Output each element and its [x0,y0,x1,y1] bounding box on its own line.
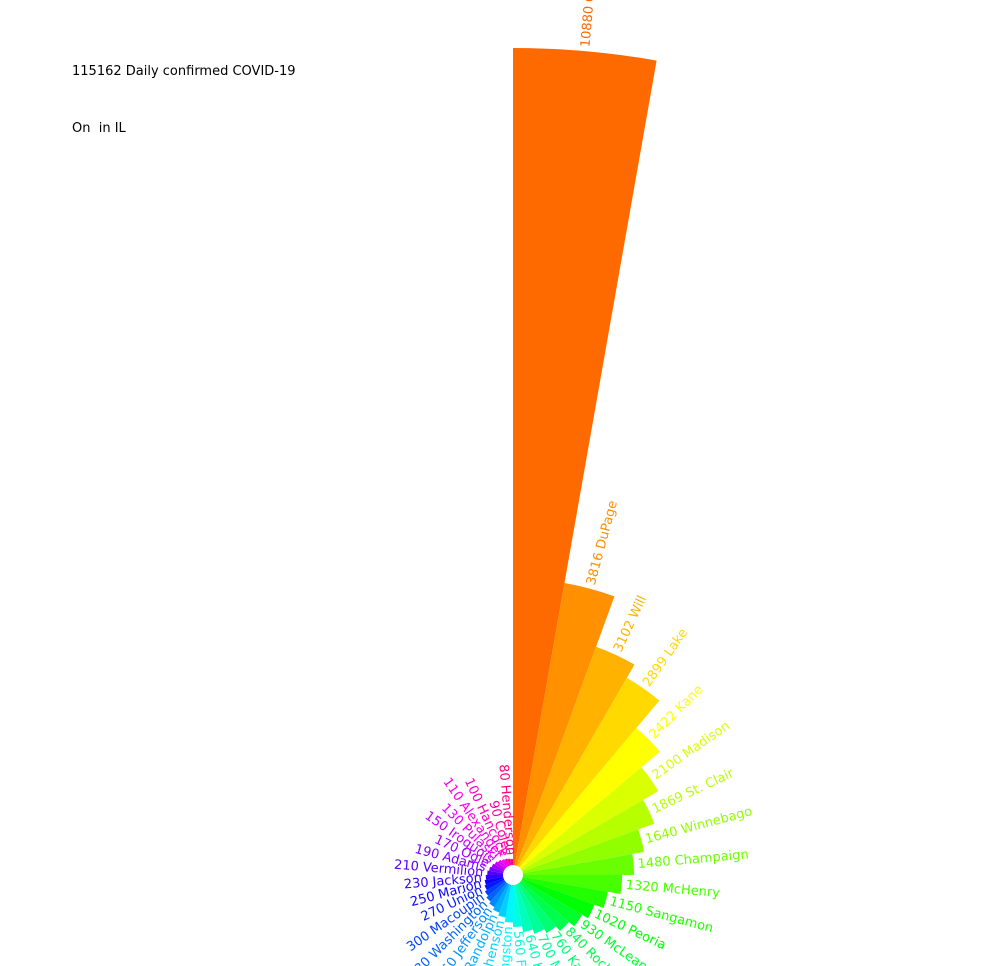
bar-label: 1320 McHenry [625,877,721,900]
bar-label: 80 Henderson [496,764,519,856]
bar [522,829,645,874]
bar-category-label: Madison [680,718,733,761]
bar-category-label: Winnebago [679,804,754,837]
bar [507,858,512,866]
bar-value-label: 250 [409,889,437,910]
bar-label: 10880 Cook [578,0,600,48]
bar-label: 230 Jackson [403,870,482,892]
bar [519,881,569,931]
bar-value-label: 80 [496,764,512,782]
bar-value-label: 2422 [646,708,680,742]
bar-value-label: 1320 [625,877,659,895]
bar [487,870,504,875]
bar-label: 210 Vermilion [393,857,483,880]
bar [492,883,510,913]
bar [521,799,655,872]
bar [504,884,513,923]
bar-category-label: DuPage [593,499,620,551]
bar [518,882,557,934]
bar-label: 500Livingston [493,926,516,966]
bar-value-label: 3816 [584,551,607,587]
bar-label: 3102Will [611,593,650,654]
bar [519,728,660,869]
bar [521,878,595,919]
bar-label: 560 Franklin [510,930,532,966]
bar [485,875,504,880]
bar [498,884,512,918]
bar-category-label: Livingston [495,926,516,966]
bar-category-label: Kendall [529,961,556,966]
bar-label: 640Kendall [522,933,556,966]
bar-value-label: 2899 [640,654,671,690]
bar-value-label: 1640 [644,824,680,847]
bar-value-label: 3102 [611,618,639,654]
chart-title: 115162 Daily confirmed COVID-19 [72,64,296,79]
bar-value-label: 90 [486,799,505,819]
bar [513,48,657,866]
bar-value-label: 1869 [650,789,686,817]
bar-value-label: 110 [440,775,467,804]
bar [484,876,504,885]
bar-category-label: Cook [582,0,600,3]
bar [504,858,510,867]
bar [484,878,505,891]
bar-category-label: St. Clair [683,765,736,801]
bar [514,884,533,933]
bar [522,853,635,875]
bar [486,881,507,902]
bar [489,866,504,874]
bar-category-label: Will [626,593,649,621]
bar-label: 1480 Champaign [637,847,749,872]
bar-value-label: 210 [393,857,419,874]
bar [489,882,508,908]
bar [516,646,635,867]
bar [484,880,506,896]
bar-category-label: Franklin [513,959,532,966]
bar [494,861,506,870]
bar-value-label: 560 [510,930,527,956]
bar-value-label: 640 [522,933,543,961]
bar [520,880,583,927]
bar [520,767,659,870]
bar [518,677,660,868]
bar-category-label: Kane [672,682,706,716]
bar [522,875,623,894]
bar-value-label: 190 [413,842,441,863]
bar-category-label: Champaign [674,847,749,868]
bar-value-label: 230 [403,875,429,892]
bar-category-label: Jackson [431,870,483,889]
bar-value-label: 360 [434,954,461,966]
chart-subtitle: On in IL [72,121,127,136]
bar-category-label: Henderson [498,784,519,856]
bar-label: 3816DuPage [584,499,621,587]
bar [491,863,505,872]
bar [516,883,545,934]
bar-category-label: Lake [661,626,691,659]
bar-label: 2422Kane [646,682,706,742]
bar-category-label: Vermilion [422,860,484,880]
bar [510,858,513,866]
bar [513,884,523,928]
bar [497,859,507,869]
bar-label: 2899Lake [640,626,691,690]
bar [522,876,608,908]
bar-category-label: McHenry [662,881,721,901]
bar-value-label: 1480 [637,854,671,872]
bar-value-label: 10880 [578,5,597,48]
bar-category-label: Sangamon [644,903,715,935]
bar [514,582,615,866]
bar [501,859,508,868]
